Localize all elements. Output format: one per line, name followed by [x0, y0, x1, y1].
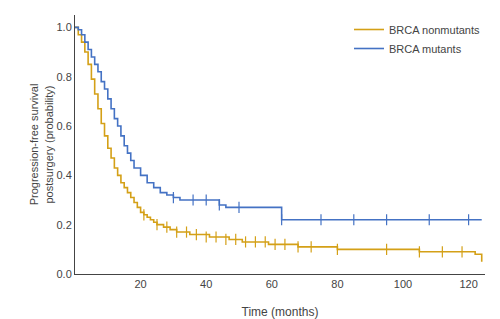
svg-text:0.0: 0.0 [57, 268, 72, 280]
svg-text:40: 40 [200, 278, 212, 290]
svg-text:BRCA mutants: BRCA mutants [389, 43, 462, 55]
svg-text:0.8: 0.8 [57, 71, 72, 83]
svg-text:20: 20 [134, 278, 146, 290]
svg-text:0.6: 0.6 [57, 120, 72, 132]
svg-text:80: 80 [331, 278, 343, 290]
svg-text:60: 60 [266, 278, 278, 290]
svg-text:100: 100 [394, 278, 412, 290]
svg-text:0.2: 0.2 [57, 219, 72, 231]
svg-text:BRCA nonmutants: BRCA nonmutants [389, 24, 480, 36]
svg-text:120: 120 [459, 278, 477, 290]
svg-text:1.0: 1.0 [57, 21, 72, 33]
svg-text:Time (months): Time (months) [242, 305, 319, 319]
svg-text:Progression-free survivalposts: Progression-free survivalpostsurgery (pr… [28, 84, 54, 206]
svg-text:0.4: 0.4 [57, 169, 72, 181]
